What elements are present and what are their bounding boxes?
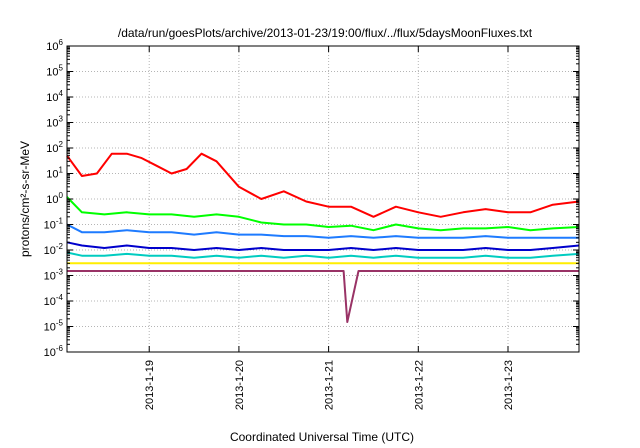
y-tick-label: 100 (46, 191, 63, 206)
y-tick-label: 105 (46, 64, 63, 79)
y-tick-label: 103 (46, 115, 63, 130)
chart-title: /data/run/goesPlots/archive/2013-01-23/1… (118, 26, 533, 40)
x-axis: 2013-1-19 2013-1-20 2013-1-21 2013-1-22 2013… (144, 46, 515, 410)
y-tick-label: 10-3 (44, 268, 64, 283)
series-line-5 (66, 251, 580, 259)
y-axis: 10-6 10-5 10-4 10-3 10-2 10-1 100 101 102 103 104 1… (44, 38, 579, 359)
y-tick-label: 10-1 (44, 217, 64, 232)
series-line-2 (66, 196, 580, 232)
x-tick-label: 2013-1-20 (234, 360, 246, 410)
y-tick-label: 104 (46, 89, 63, 104)
series-group (66, 152, 580, 323)
x-tick-label: 2013-1-22 (413, 360, 425, 410)
x-tick-label: 2013-1-21 (324, 360, 336, 410)
y-tick-label: 102 (46, 140, 63, 155)
x-tick-label: 2013-1-19 (144, 360, 156, 410)
y-tick-label: 106 (46, 38, 63, 53)
series-line-7 (67, 270, 579, 323)
series-line-3 (66, 223, 579, 239)
grid (67, 46, 579, 352)
series-line-4 (66, 241, 580, 251)
y-axis-label: protons/cm²-s-sr-MeV (18, 141, 32, 257)
x-tick-label: 2013-1-23 (503, 360, 515, 410)
y-tick-label: 10-2 (44, 242, 64, 257)
x-axis-label: Coordinated Universal Time (UTC) (230, 430, 414, 444)
y-tick-label: 10-5 (44, 319, 64, 334)
y-tick-label: 101 (46, 166, 63, 181)
y-tick-label: 10-6 (44, 344, 64, 359)
y-tick-label: 10-4 (44, 293, 64, 308)
series-line-1 (66, 152, 580, 218)
